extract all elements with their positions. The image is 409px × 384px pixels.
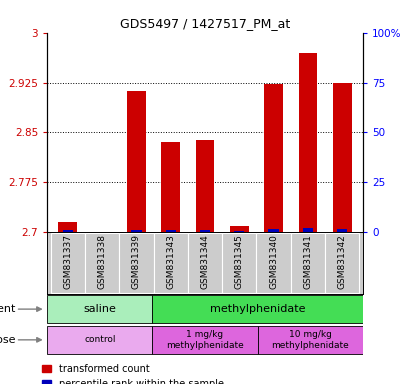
Text: GSM831339: GSM831339 [132, 234, 141, 289]
Bar [152, 326, 257, 354]
Text: GSM831341: GSM831341 [303, 234, 312, 289]
Bar [131, 230, 141, 232]
Bar [47, 295, 152, 323]
FancyBboxPatch shape [187, 233, 222, 293]
Text: control: control [84, 335, 115, 344]
FancyBboxPatch shape [222, 233, 256, 293]
FancyBboxPatch shape [50, 233, 85, 293]
Text: GSM831342: GSM831342 [337, 234, 346, 289]
Bar [195, 141, 214, 232]
FancyBboxPatch shape [119, 233, 153, 293]
Text: GSM831338: GSM831338 [97, 234, 106, 289]
FancyBboxPatch shape [153, 233, 187, 293]
Text: saline: saline [83, 304, 116, 314]
FancyBboxPatch shape [290, 233, 324, 293]
Bar [47, 326, 152, 354]
Title: GDS5497 / 1427517_PM_at: GDS5497 / 1427517_PM_at [119, 17, 290, 30]
Text: dose: dose [0, 335, 16, 345]
Text: GSM831337: GSM831337 [63, 234, 72, 289]
Bar [63, 230, 73, 232]
Bar [298, 53, 317, 232]
Legend: transformed count, percentile rank within the sample: transformed count, percentile rank withi… [38, 360, 227, 384]
Text: methylphenidate: methylphenidate [209, 304, 305, 314]
Text: GSM831345: GSM831345 [234, 234, 243, 289]
Text: agent: agent [0, 304, 16, 314]
FancyBboxPatch shape [324, 233, 359, 293]
Bar [58, 222, 77, 232]
Bar [302, 228, 312, 232]
Bar [268, 229, 278, 232]
Bar [127, 91, 146, 232]
Bar [165, 230, 175, 232]
Bar [199, 230, 210, 232]
Bar [263, 84, 282, 232]
Bar [161, 142, 180, 232]
Bar [257, 326, 362, 354]
Bar [229, 226, 248, 232]
FancyBboxPatch shape [256, 233, 290, 293]
Text: GSM831340: GSM831340 [268, 234, 277, 289]
Bar [332, 83, 351, 232]
FancyBboxPatch shape [85, 233, 119, 293]
Text: 1 mg/kg
methylphenidate: 1 mg/kg methylphenidate [166, 330, 243, 350]
Bar [336, 229, 346, 232]
Text: GSM831344: GSM831344 [200, 234, 209, 289]
Bar [234, 231, 244, 232]
Text: GSM831343: GSM831343 [166, 234, 175, 289]
Text: 10 mg/kg
methylphenidate: 10 mg/kg methylphenidate [271, 330, 348, 350]
Bar [152, 295, 362, 323]
